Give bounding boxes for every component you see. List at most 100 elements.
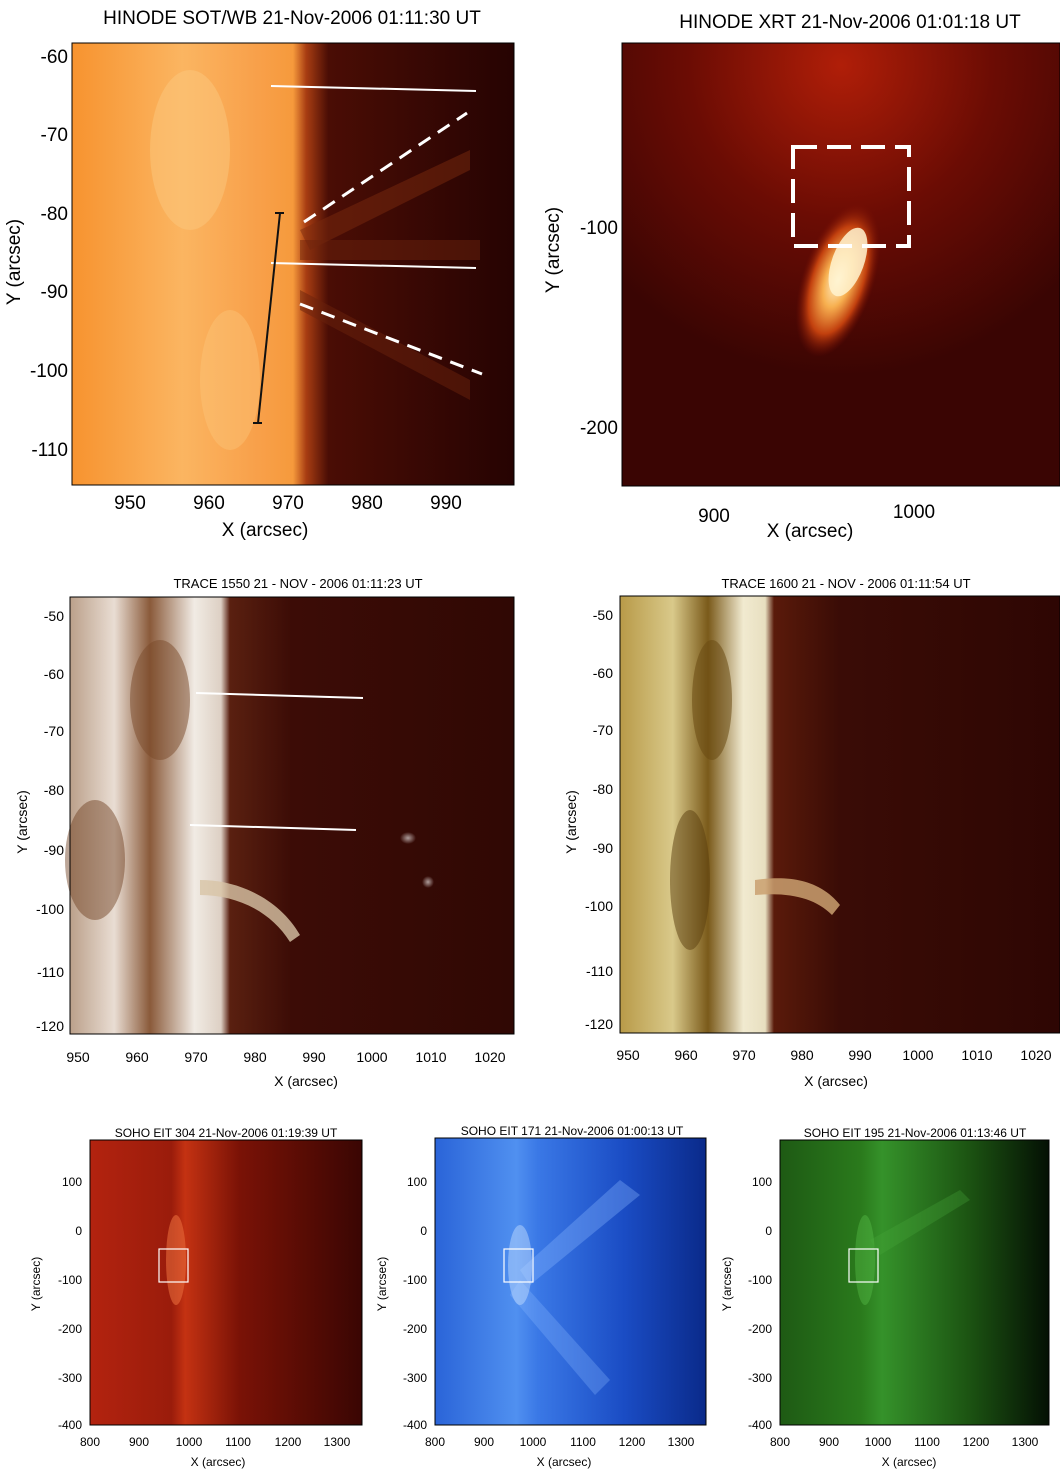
- axis-label: Y (arcsec): [543, 207, 564, 293]
- tick-label: -90: [593, 840, 613, 856]
- tick-label: 1300: [668, 1435, 695, 1449]
- panel-trace-1550: TRACE 1550 21 - NOV - 2006 01:11:23 UT 9…: [14, 576, 515, 1089]
- y-axis: -50 -60 -70 -80 -90 -100 -110 -120 Y (ar…: [563, 607, 613, 1032]
- solar-image: [434, 1137, 707, 1426]
- tick-label: -100: [580, 218, 618, 239]
- tick-label: 980: [243, 1049, 267, 1065]
- panel-title: SOHO EIT 304 21-Nov-2006 01:19:39 UT: [115, 1126, 338, 1140]
- tick-label: 990: [848, 1047, 872, 1063]
- tick-label: 0: [75, 1224, 82, 1238]
- tick-label: -100: [585, 898, 613, 914]
- tick-label: -80: [593, 781, 613, 797]
- tick-label: -400: [58, 1418, 82, 1432]
- axis-label: X (arcsec): [537, 1455, 592, 1469]
- tick-label: 1200: [619, 1435, 646, 1449]
- panel-title: SOHO EIT 171 21-Nov-2006 01:00:13 UT: [461, 1124, 684, 1138]
- tick-label: -120: [585, 1016, 613, 1032]
- axis-label: X (arcsec): [767, 521, 854, 542]
- tick-label: 0: [420, 1224, 427, 1238]
- tick-label: -60: [41, 47, 68, 68]
- tick-label: 1100: [225, 1435, 251, 1449]
- x-axis: 800 900 1000 1100 1200 1300 X (arcsec): [425, 1435, 695, 1469]
- solar-image: [619, 595, 1060, 1034]
- tick-label: -70: [44, 723, 64, 739]
- tick-label: 0: [765, 1224, 772, 1238]
- tick-label: 980: [351, 493, 383, 514]
- tick-label: -50: [44, 608, 64, 624]
- tick-label: 1020: [1020, 1047, 1051, 1063]
- y-axis: 100 0 -100 -200 -300 -400 Y (arcsec): [29, 1175, 82, 1432]
- y-axis: -50 -60 -70 -80 -90 -100 -110 -120 Y (ar…: [14, 608, 64, 1034]
- solar-image: [621, 42, 1060, 487]
- tick-label: 1000: [902, 1047, 933, 1063]
- tick-label: 950: [616, 1047, 640, 1063]
- axis-label: Y (arcsec): [4, 219, 25, 305]
- tick-label: 1020: [474, 1049, 505, 1065]
- tick-label: -70: [41, 125, 68, 146]
- tick-label: -100: [403, 1273, 427, 1287]
- tick-label: 970: [184, 1049, 208, 1065]
- axis-label: X (arcsec): [274, 1073, 338, 1089]
- panel-eit-171: SOHO EIT 171 21-Nov-2006 01:00:13 UT 800…: [375, 1124, 707, 1469]
- tick-label: 970: [272, 493, 304, 514]
- tick-label: -80: [41, 204, 68, 225]
- tick-label: -200: [580, 418, 618, 439]
- tick-label: -110: [31, 440, 68, 461]
- tick-label: -100: [58, 1273, 82, 1287]
- axis-label: X (arcsec): [191, 1455, 246, 1469]
- tick-label: -300: [58, 1371, 82, 1385]
- tick-label: -100: [30, 361, 68, 382]
- panel-eit-304: SOHO EIT 304 21-Nov-2006 01:19:39 UT 800…: [29, 1126, 363, 1469]
- panel-trace-1600: TRACE 1600 21 - NOV - 2006 01:11:54 UT 9…: [563, 576, 1060, 1089]
- x-axis: 950 960 970 980 990 1000 1010 1020 X (ar…: [66, 1049, 505, 1089]
- tick-label: 980: [790, 1047, 814, 1063]
- tick-label: 1100: [570, 1435, 596, 1449]
- tick-label: -300: [403, 1371, 427, 1385]
- tick-label: -300: [748, 1371, 772, 1385]
- panel-title: SOHO EIT 195 21-Nov-2006 01:13:46 UT: [804, 1126, 1027, 1140]
- tick-label: 990: [302, 1049, 326, 1065]
- panel-title: HINODE SOT/WB 21-Nov-2006 01:11:30 UT: [103, 8, 481, 29]
- y-axis: -60 -70 -80 -90 -100 -110 Y (arcsec): [4, 47, 68, 461]
- x-axis: 800 900 1000 1100 1200 1300 X (arcsec): [80, 1435, 351, 1469]
- panel-title: TRACE 1550 21 - NOV - 2006 01:11:23 UT: [173, 576, 422, 591]
- tick-label: 900: [474, 1435, 494, 1449]
- tick-label: 900: [129, 1435, 149, 1449]
- tick-label: -60: [44, 666, 64, 682]
- tick-label: -200: [403, 1322, 427, 1336]
- x-axis: 950 960 970 980 990 1000 1010 1020 X (ar…: [616, 1047, 1051, 1089]
- tick-label: 1010: [415, 1049, 446, 1065]
- tick-label: 950: [66, 1049, 90, 1065]
- tick-label: -100: [36, 901, 64, 917]
- tick-label: 900: [819, 1435, 839, 1449]
- tick-label: -100: [748, 1273, 772, 1287]
- tick-label: 950: [114, 493, 146, 514]
- tick-label: 100: [407, 1175, 427, 1189]
- x-axis: 950 960 970 980 990 X (arcsec): [114, 493, 462, 541]
- solar-image: [65, 596, 515, 1035]
- panel-xrt: HINODE XRT 21-Nov-2006 01:01:18 UT 900 1…: [543, 12, 1060, 542]
- axis-label: Y (arcsec): [29, 1257, 43, 1311]
- tick-label: 1300: [324, 1435, 351, 1449]
- axis-label: X (arcsec): [804, 1073, 868, 1089]
- axis-label: Y (arcsec): [720, 1257, 734, 1311]
- tick-label: 100: [752, 1175, 772, 1189]
- tick-label: -110: [586, 963, 613, 979]
- y-axis: 100 0 -100 -200 -300 -400 Y (arcsec): [375, 1175, 427, 1432]
- tick-label: 1300: [1012, 1435, 1039, 1449]
- tick-label: -120: [36, 1018, 64, 1034]
- tick-label: -90: [44, 842, 64, 858]
- solar-image: [779, 1139, 1050, 1426]
- tick-label: -200: [58, 1322, 82, 1336]
- tick-label: 960: [193, 493, 225, 514]
- panel-eit-195: SOHO EIT 195 21-Nov-2006 01:13:46 UT 800…: [720, 1126, 1050, 1469]
- tick-label: -50: [593, 607, 613, 623]
- axis-label: X (arcsec): [222, 520, 309, 541]
- tick-label: 1200: [963, 1435, 990, 1449]
- tick-label: -60: [593, 665, 613, 681]
- tick-label: 1000: [176, 1435, 203, 1449]
- tick-label: 1010: [961, 1047, 992, 1063]
- tick-label: 1000: [520, 1435, 547, 1449]
- panel-sot: HINODE SOT/WB 21-Nov-2006 01:11:30 UT 95…: [4, 8, 515, 541]
